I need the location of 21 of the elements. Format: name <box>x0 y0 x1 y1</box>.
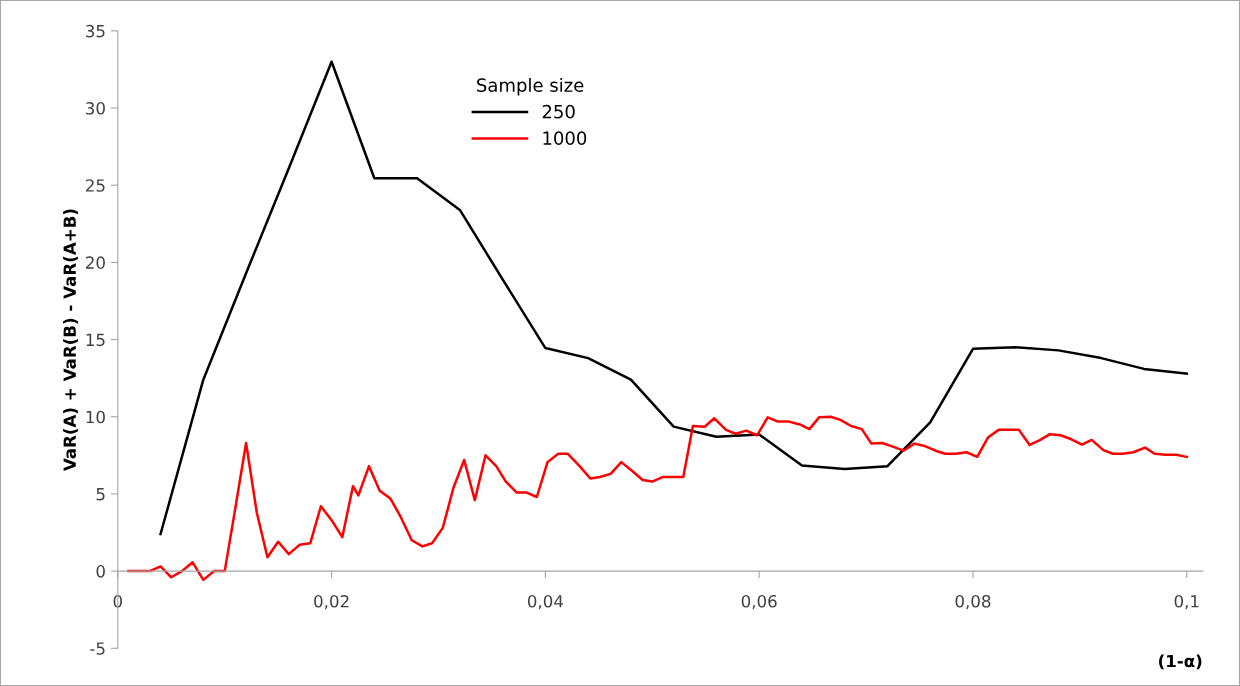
y-tick-label: 25 <box>86 179 105 192</box>
x-tick-label: 0,06 <box>741 595 777 610</box>
y-tick-label: 5 <box>96 488 105 501</box>
y-tick-label: 15 <box>86 333 105 347</box>
x-tick-label: 0 <box>113 595 122 608</box>
legend-label: 250 <box>542 104 575 119</box>
legend-title: Sample size <box>477 77 584 96</box>
x-tick-label: 0,1 <box>1174 595 1199 610</box>
y-tick-label: 35 <box>86 24 105 38</box>
y-tick-label: -5 <box>90 642 105 655</box>
x-axis-title: (1-α) <box>1159 654 1202 670</box>
y-tick-label: 0 <box>96 565 105 578</box>
y-tick-label: 30 <box>86 102 105 115</box>
legend-label: 1000 <box>543 131 587 145</box>
y-axis-title: VaR(A) + VaR(B) - VaR(A+B) <box>63 209 78 472</box>
x-tick-label: 0,02 <box>314 595 349 610</box>
line-series <box>159 60 1189 536</box>
x-tick-label: 0,08 <box>955 595 991 610</box>
y-tick-label: 20 <box>86 256 105 269</box>
x-tick-label: 0,04 <box>527 595 564 610</box>
y-tick-label: 10 <box>86 410 105 424</box>
